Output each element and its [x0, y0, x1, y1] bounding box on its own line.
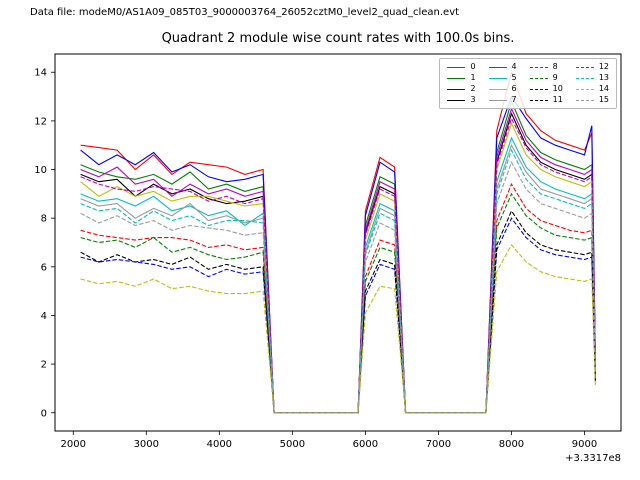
- legend-item-2: 2: [447, 84, 476, 94]
- x-tick-label: 8000: [499, 439, 524, 450]
- series-line-2: [80, 95, 596, 414]
- x-tick-label: 9000: [572, 439, 597, 450]
- legend-item-8: 8: [529, 62, 563, 72]
- legend-item-12: 12: [575, 62, 609, 72]
- x-tick-label: 2000: [61, 439, 86, 450]
- legend-line-swatch: [447, 66, 466, 68]
- legend-line-swatch: [488, 99, 507, 101]
- legend-line-swatch: [575, 66, 594, 68]
- x-tick-label: 3000: [134, 439, 159, 450]
- legend-item-9: 9: [529, 73, 563, 83]
- legend-item-14: 14: [575, 84, 609, 94]
- legend-label: 2: [470, 84, 476, 93]
- series-line-14: [80, 243, 596, 414]
- legend-label: 8: [552, 62, 558, 71]
- axes-frame: [54, 53, 622, 432]
- series-line-0: [80, 70, 596, 414]
- legend-item-10: 10: [529, 84, 563, 94]
- legend-line-swatch: [447, 99, 466, 101]
- legend-item-13: 13: [575, 73, 609, 83]
- series-line-5: [80, 136, 596, 414]
- legend-label: 11: [552, 95, 563, 104]
- x-tick-label: 7000: [426, 439, 451, 450]
- legend-label: 14: [598, 84, 609, 93]
- series-line-7: [80, 143, 596, 414]
- legend-line-swatch: [575, 99, 594, 101]
- y-tick-label: 14: [34, 68, 47, 79]
- legend-item-6: 6: [488, 84, 517, 94]
- y-tick-label: 2: [41, 360, 47, 371]
- legend-line-swatch: [488, 88, 507, 90]
- x-axis-offset-label: +3.3317e8: [565, 453, 621, 464]
- series-line-11: [80, 209, 596, 414]
- y-tick-label: 8: [41, 214, 47, 225]
- series-line-1: [80, 99, 596, 414]
- legend-item-5: 5: [488, 73, 517, 83]
- legend: 0 4 8 12 1 5 9 13 2 6 10 14 3 7 11 15: [439, 58, 617, 109]
- legend-label: 1: [470, 73, 476, 82]
- legend-item-4: 4: [488, 62, 517, 72]
- legend-line-swatch: [529, 88, 548, 90]
- legend-item-3: 3: [447, 95, 476, 105]
- legend-item-11: 11: [529, 95, 563, 105]
- series-line-13: [80, 148, 596, 414]
- legend-label: 4: [511, 62, 517, 71]
- series-line-15: [80, 160, 596, 414]
- legend-line-swatch: [575, 88, 594, 90]
- legend-label: 10: [552, 84, 563, 93]
- legend-label: 7: [511, 95, 517, 104]
- datafile-label: Data file: modeM0/AS1A09_085T03_90000037…: [30, 7, 460, 18]
- legend-item-7: 7: [488, 95, 517, 105]
- legend-label: 0: [470, 62, 476, 71]
- chart-title: Quadrant 2 module wise count rates with …: [161, 31, 515, 46]
- y-tick-label: 10: [34, 165, 47, 176]
- y-tick-label: 4: [41, 311, 47, 322]
- x-tick-label: 5000: [280, 439, 305, 450]
- x-tick-label: 4000: [207, 439, 232, 450]
- legend-label: 6: [511, 84, 517, 93]
- series-line-4: [80, 107, 596, 414]
- legend-label: 12: [598, 62, 609, 71]
- y-tick-label: 6: [41, 262, 47, 273]
- legend-line-swatch: [575, 77, 594, 79]
- legend-line-swatch: [488, 77, 507, 79]
- y-tick-label: 12: [34, 116, 47, 127]
- legend-line-swatch: [447, 88, 466, 90]
- legend-line-swatch: [529, 99, 548, 101]
- legend-line-swatch: [529, 66, 548, 68]
- legend-label: 15: [598, 95, 609, 104]
- series-line-10: [80, 217, 596, 414]
- series-line-8: [80, 182, 596, 414]
- series-line-6: [80, 121, 596, 414]
- series-line-9: [80, 192, 596, 414]
- legend-line-swatch: [488, 66, 507, 68]
- legend-label: 9: [552, 73, 558, 82]
- series-line-12: [80, 117, 596, 414]
- y-tick-label: 0: [41, 408, 47, 419]
- legend-label: 5: [511, 73, 517, 82]
- x-tick-label: 6000: [353, 439, 378, 450]
- legend-line-swatch: [529, 77, 548, 79]
- legend-item-1: 1: [447, 73, 476, 83]
- legend-item-15: 15: [575, 95, 609, 105]
- legend-label: 13: [598, 73, 609, 82]
- legend-line-swatch: [447, 77, 466, 79]
- legend-item-0: 0: [447, 62, 476, 72]
- legend-label: 3: [470, 95, 476, 104]
